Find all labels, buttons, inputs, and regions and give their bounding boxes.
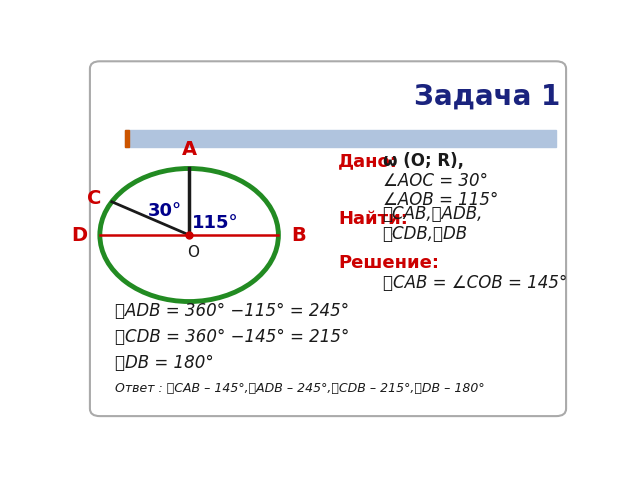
Text: ⌣CDB,⌣DB: ⌣CDB,⌣DB [383, 225, 468, 243]
Text: ⌣DB = 180°: ⌣DB = 180° [115, 353, 214, 372]
Text: C: C [86, 189, 101, 208]
FancyBboxPatch shape [90, 61, 566, 416]
Bar [125, 130, 129, 147]
Text: 30°: 30° [148, 202, 182, 220]
Text: ⌣ADB = 360° −115° = 245°: ⌣ADB = 360° −115° = 245° [115, 302, 349, 320]
Text: O: O [187, 245, 199, 260]
Text: Ответ : ⌣CAB – 145°,⌣ADB – 245°,⌣CDB – 215°,⌣DB – 180°: Ответ : ⌣CAB – 145°,⌣ADB – 245°,⌣CDB – 2… [115, 382, 484, 395]
Text: ω (O; R),: ω (O; R), [383, 152, 463, 170]
Text: D: D [71, 226, 88, 244]
Text: A: A [182, 140, 196, 159]
Text: ⌣CAB,⌣ADB,: ⌣CAB,⌣ADB, [383, 204, 483, 223]
Text: ⌣CDB = 360° −145° = 215°: ⌣CDB = 360° −145° = 215° [115, 328, 349, 346]
Text: Дано:: Дано: [338, 152, 398, 170]
Text: Найти:: Найти: [338, 210, 408, 228]
Text: ⌣CAB = ∠COB = 145°: ⌣CAB = ∠COB = 145° [383, 274, 567, 292]
Text: Решение:: Решение: [338, 254, 439, 272]
Text: Задача 1: Задача 1 [413, 83, 560, 110]
Text: B: B [291, 226, 305, 244]
Text: ∠AOC = 30°: ∠AOC = 30° [383, 172, 488, 191]
Text: ∠AOB = 115°: ∠AOB = 115° [383, 191, 498, 209]
Bar [125, 130, 556, 147]
Text: 115°: 115° [191, 214, 238, 232]
